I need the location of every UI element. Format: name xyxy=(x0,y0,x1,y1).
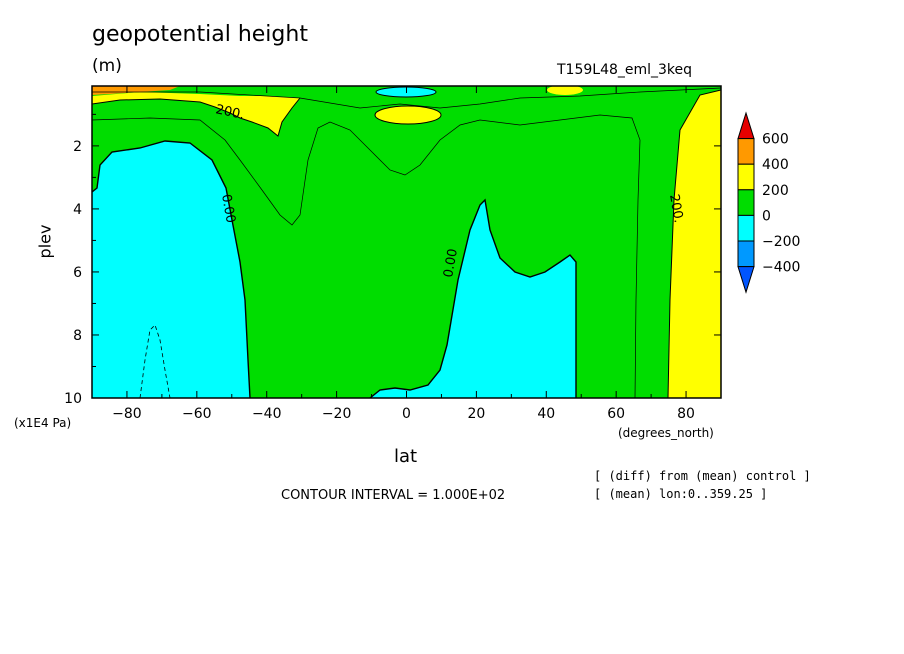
contour-200-right xyxy=(667,89,721,398)
run-label: T159L48_eml_3keq xyxy=(557,62,693,78)
colorbar-segment xyxy=(737,189,755,216)
region-cyan-left xyxy=(92,141,250,398)
contour-dashed-left xyxy=(139,324,171,398)
contour-label-200-left: 200. xyxy=(214,102,245,123)
region-orange-top-left xyxy=(92,86,180,95)
colorbar-label: 600 xyxy=(762,132,789,148)
y-axis-title: plev xyxy=(35,224,55,259)
y-tick-label: 8 xyxy=(73,328,82,344)
y-tick-label: 4 xyxy=(73,202,82,218)
x-tick-label: 0 xyxy=(402,406,411,422)
region-yellow-center xyxy=(375,106,441,124)
x-tick-label: −80 xyxy=(112,406,142,422)
contour-label-200-right: 200. xyxy=(666,193,686,224)
colorbar: 600 400 200 0 −200 −400 xyxy=(737,111,800,294)
x-tick-label: 20 xyxy=(467,406,485,422)
colorbar-segment xyxy=(737,240,755,268)
contour-yellow-center xyxy=(374,105,442,125)
colorbar-segment xyxy=(737,138,755,165)
region-cyan-center xyxy=(370,200,576,398)
colorbar-label: −200 xyxy=(762,234,800,250)
colorbar-label: 200 xyxy=(762,183,789,199)
y-tick-label: 6 xyxy=(73,265,82,281)
colorbar-segment xyxy=(737,214,755,242)
x-axis: −80 −60 −40 −20 0 20 40 60 80 xyxy=(91,86,722,422)
x-axis-title: lat xyxy=(394,446,418,467)
contour-interval: CONTOUR INTERVAL = 1.000E+02 xyxy=(281,488,506,503)
y-axis-units: (x1E4 Pa) xyxy=(14,416,72,430)
colorbar-top-triangle xyxy=(737,111,755,140)
colorbar-segment xyxy=(737,163,755,191)
chart-units: (m) xyxy=(92,56,122,76)
x-tick-label: −40 xyxy=(252,406,282,422)
y-axis: 2 4 6 8 10 xyxy=(64,113,721,407)
contour-100-upper xyxy=(92,87,721,109)
contour-label-0-left: 0.00 xyxy=(218,193,238,224)
contour-100-thin xyxy=(92,114,641,398)
colorbar-bottom-triangle xyxy=(737,266,755,294)
region-yellow-right xyxy=(668,90,721,398)
chart-title: geopotential height xyxy=(92,22,308,47)
contour-label-0-center: 0.00 xyxy=(441,248,461,279)
contour-zero-center xyxy=(369,198,577,398)
region-yellow-top-right xyxy=(547,86,583,95)
region-yellow-top-left xyxy=(92,92,300,136)
x-tick-label: 40 xyxy=(537,406,555,422)
y-tick-label: 2 xyxy=(73,139,82,155)
x-tick-label: −60 xyxy=(182,406,212,422)
colorbar-label: −400 xyxy=(762,260,800,276)
colorbar-label: 400 xyxy=(762,157,789,173)
x-axis-units: (degrees_north) xyxy=(618,426,714,440)
x-tick-label: 60 xyxy=(607,406,625,422)
y-tick-label: 10 xyxy=(64,391,82,407)
colorbar-label: 0 xyxy=(762,208,771,224)
note-mean: [ (mean) lon:0..359.25 ] xyxy=(594,487,768,501)
contour-yellow-top-left xyxy=(92,97,301,137)
contour-zero-left xyxy=(92,140,251,398)
note-diff: [ (diff) from (mean) control ] xyxy=(594,469,811,483)
x-tick-label: 80 xyxy=(677,406,695,422)
x-tick-label: −20 xyxy=(322,406,352,422)
